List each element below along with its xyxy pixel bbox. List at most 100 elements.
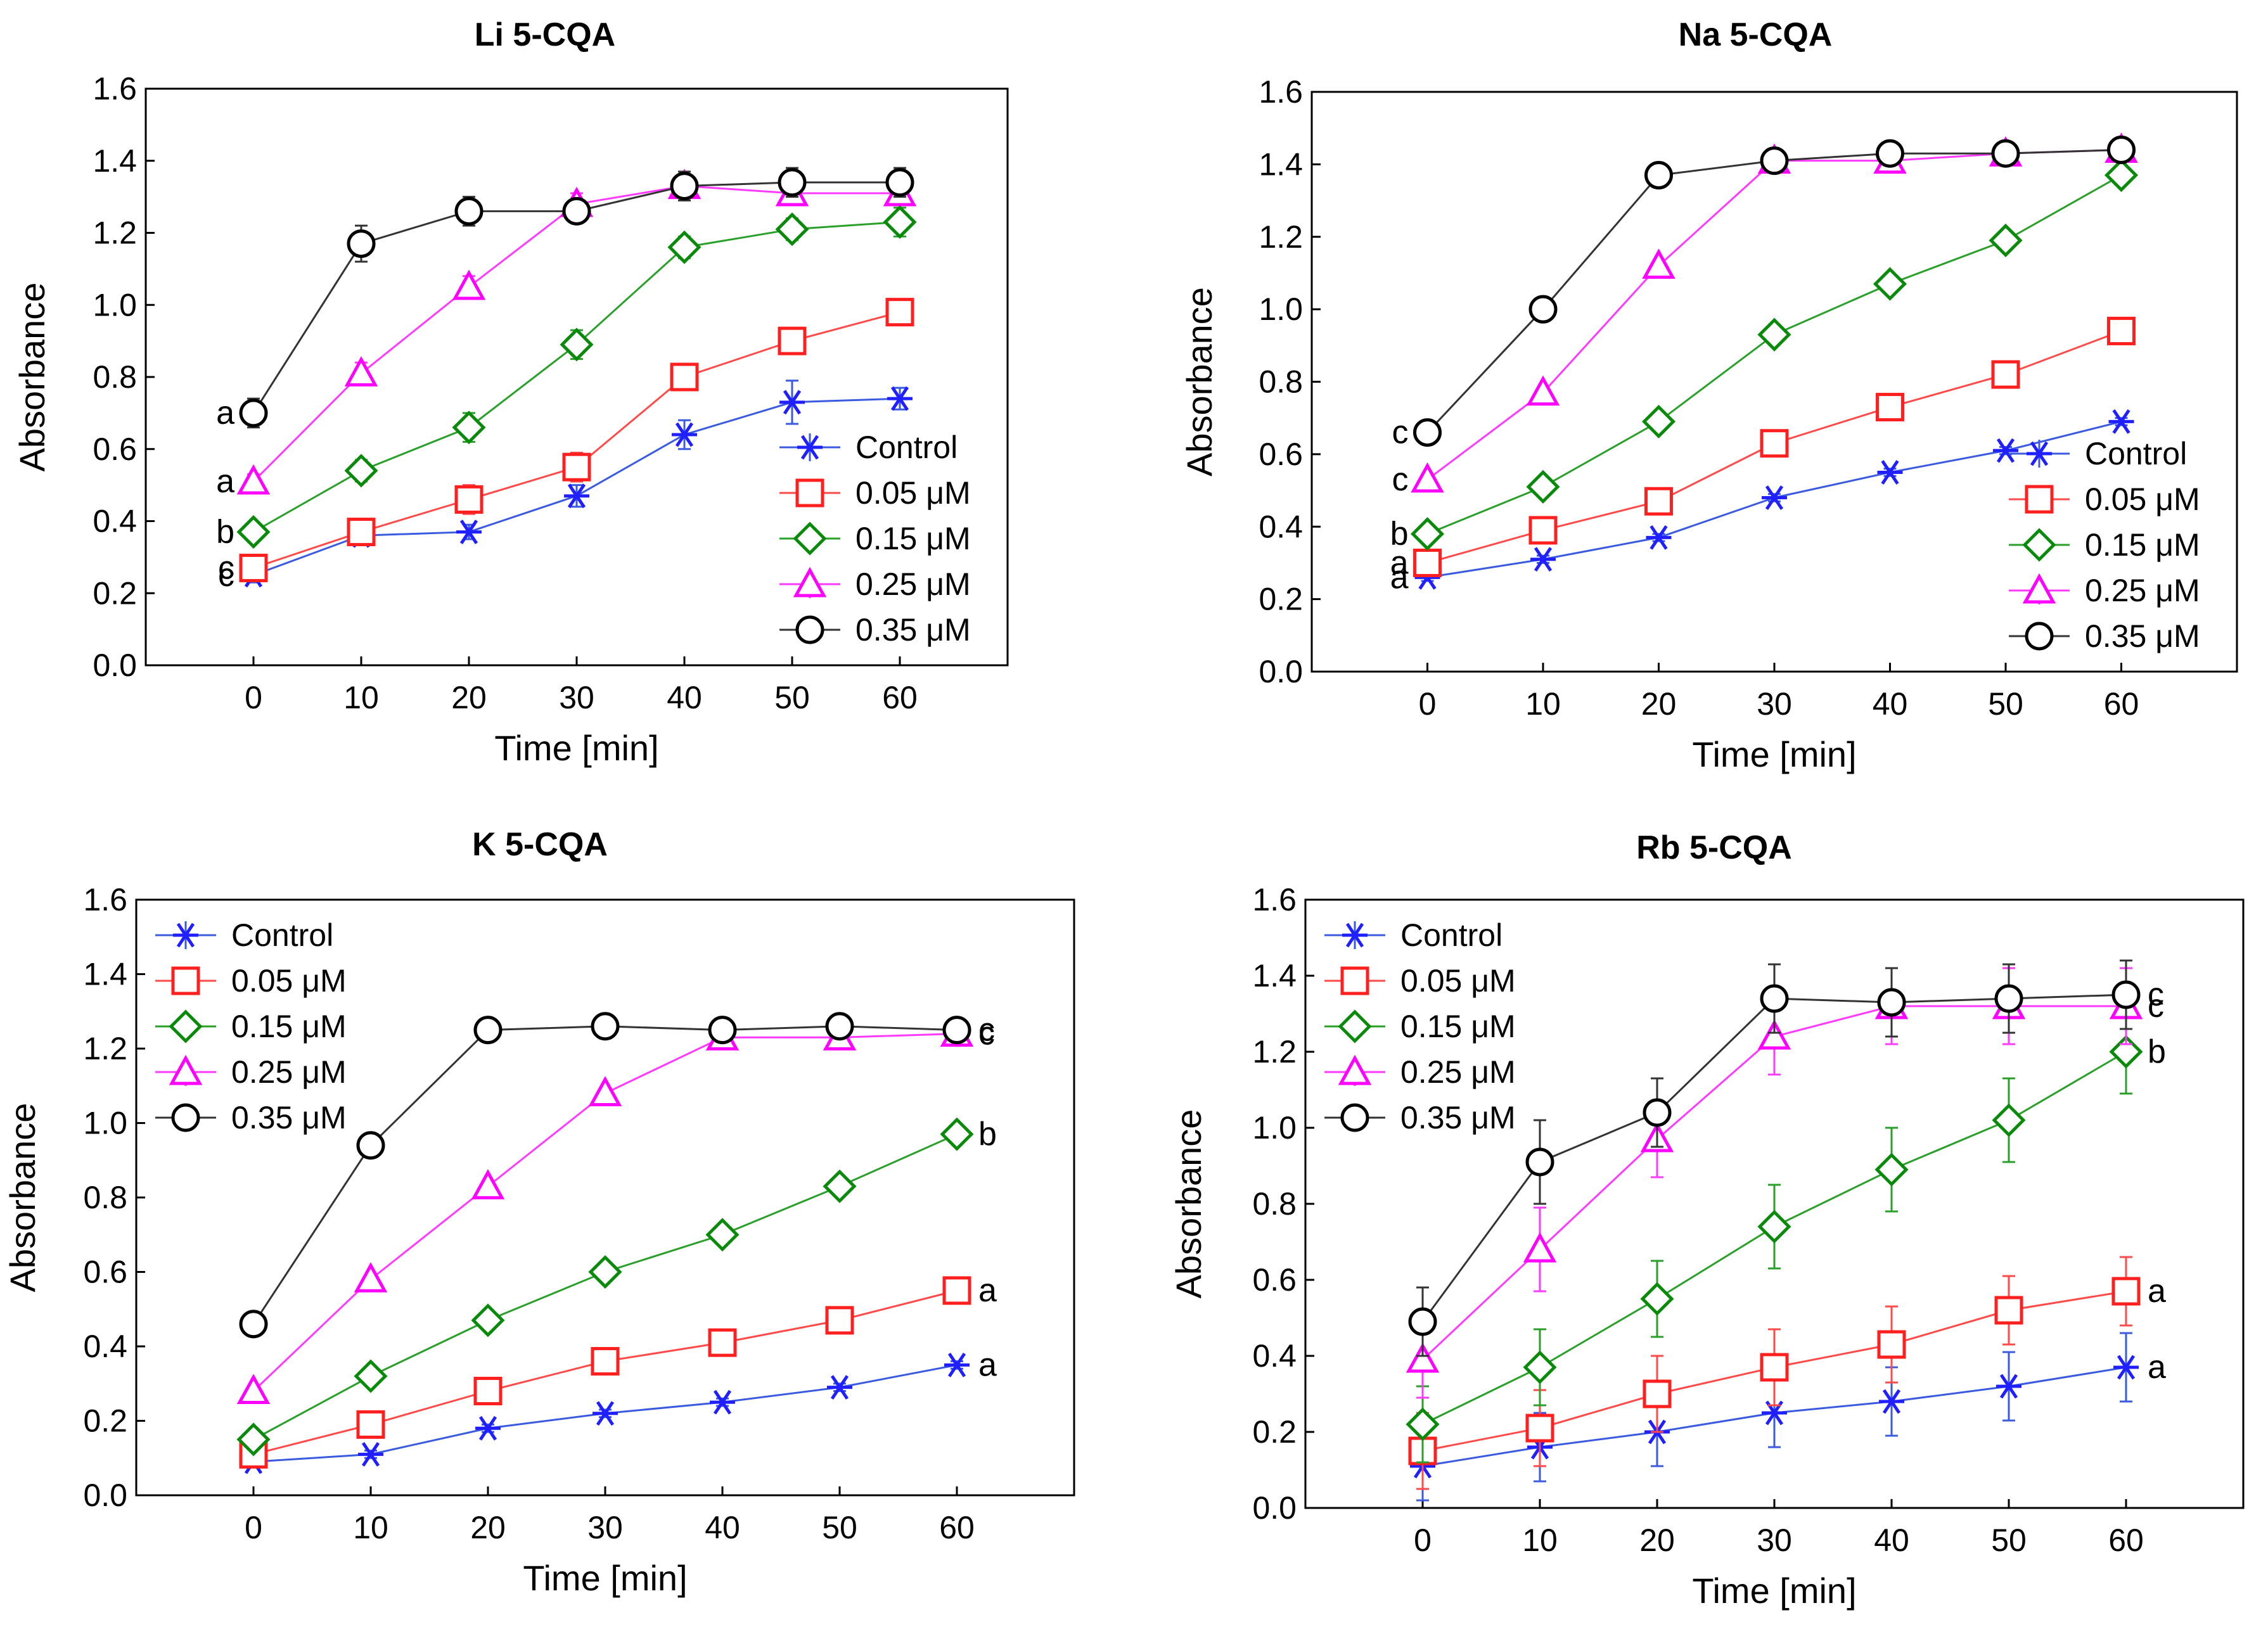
data-point	[1530, 547, 1556, 572]
legend-marker	[2025, 622, 2054, 651]
y-tick-label: 0.4	[93, 504, 137, 539]
data-point	[1411, 462, 1444, 493]
data-point	[356, 1410, 385, 1439]
data-point	[1876, 393, 1904, 422]
legend: Control 0.05 μM 0.15 μM 0.25 μM 0.35 μM	[1324, 917, 1516, 1135]
y-tick-label: 0.8	[93, 359, 137, 395]
significance-letter: b	[978, 1116, 997, 1153]
series-0-35-M	[1408, 959, 2141, 1357]
x-tick-label: 50	[1991, 1523, 2027, 1558]
x-tick-label: 10	[1522, 1523, 1558, 1558]
legend-label: 0.05 μM	[231, 963, 347, 999]
data-point	[354, 1262, 388, 1293]
data-point	[1991, 360, 2020, 389]
legend-marker	[1340, 1103, 1369, 1132]
data-point	[344, 356, 378, 386]
significance-letter: b	[2148, 1033, 2166, 1070]
data-point	[2111, 980, 2141, 1009]
data-point	[825, 1012, 854, 1041]
data-point	[885, 168, 914, 197]
data-point	[1526, 375, 1560, 406]
series-Control	[1414, 409, 2134, 590]
data-point	[942, 1016, 971, 1045]
series-0-15-M	[236, 1117, 974, 1457]
y-tick-label: 1.0	[1252, 1110, 1297, 1146]
significance-letter: a	[978, 1272, 997, 1309]
y-tick-label: 0.2	[93, 575, 137, 611]
data-point	[1642, 248, 1675, 279]
data-point	[1994, 1296, 2023, 1325]
y-axis-label: Absorbance	[1179, 287, 1219, 476]
y-tick-label: 0.8	[1252, 1186, 1297, 1222]
y-tick-label: 0.4	[83, 1329, 127, 1364]
data-point	[560, 328, 594, 362]
data-point	[1523, 1350, 1557, 1384]
y-tick-label: 0.8	[83, 1180, 127, 1215]
legend-label: Control	[1400, 917, 1502, 953]
legend-marker	[2027, 441, 2052, 466]
chart-title: Li 5-CQA	[475, 16, 615, 53]
y-tick-label: 0.6	[83, 1255, 127, 1290]
data-point	[827, 1375, 852, 1400]
data-point	[2113, 1355, 2139, 1380]
data-point	[944, 1352, 970, 1377]
data-point	[1760, 429, 1789, 458]
data-point	[1877, 988, 1906, 1017]
x-tick-label: 20	[1641, 686, 1677, 722]
data-point	[1525, 1414, 1554, 1443]
series-0-15-M	[236, 205, 917, 549]
y-tick-label: 1.4	[83, 957, 127, 992]
y-tick-label: 1.0	[83, 1106, 127, 1141]
x-tick-label: 50	[822, 1510, 857, 1545]
data-point	[775, 212, 809, 246]
x-tick-label: 20	[451, 680, 487, 715]
legend-marker	[2022, 573, 2056, 604]
data-point	[1991, 139, 2020, 168]
series-0-35-M	[239, 167, 914, 429]
data-point	[710, 1389, 735, 1415]
legend-marker	[171, 1103, 200, 1132]
data-point	[562, 452, 591, 482]
data-point	[236, 515, 271, 549]
x-tick-label: 0	[245, 1510, 262, 1545]
legend-label: 0.15 μM	[2085, 527, 2200, 563]
x-tick-label: 10	[343, 680, 379, 715]
legend: Control 0.05 μM 0.15 μM 0.25 μM 0.35 μM	[2009, 436, 2200, 654]
data-point	[1528, 295, 1558, 324]
legend-label: Control	[855, 430, 958, 465]
significance-letter: a	[1390, 544, 1409, 581]
data-point	[1994, 984, 2023, 1013]
y-tick-label: 1.6	[83, 882, 127, 917]
series-0-15-M	[1406, 1009, 2143, 1464]
data-point	[588, 1076, 622, 1106]
significance-letter: c	[1392, 461, 1409, 498]
data-point	[236, 1374, 271, 1404]
data-point	[2107, 136, 2136, 164]
x-tick-label: 40	[705, 1510, 740, 1545]
y-tick-label: 0.0	[83, 1478, 127, 1513]
x-tick-label: 0	[1414, 1523, 1432, 1558]
data-point	[1646, 525, 1672, 550]
data-point	[1523, 1232, 1557, 1263]
data-point	[887, 386, 913, 411]
data-point	[1760, 984, 1789, 1013]
chart-title: Na 5-CQA	[1679, 16, 1833, 53]
y-tick-label: 0.2	[83, 1403, 127, 1439]
y-tick-label: 0.0	[1259, 654, 1303, 689]
legend-label: 0.15 μM	[231, 1009, 347, 1044]
x-tick-label: 20	[1639, 1523, 1675, 1558]
legend-label: 0.15 μM	[855, 521, 971, 556]
y-tick-label: 1.0	[93, 287, 137, 322]
data-point	[588, 1255, 622, 1289]
data-point	[454, 485, 484, 514]
data-point	[1762, 485, 1787, 510]
legend-label: 0.25 μM	[231, 1054, 347, 1090]
data-point	[1526, 469, 1560, 504]
data-point	[1873, 267, 1907, 301]
x-tick-label: 60	[882, 680, 918, 715]
x-tick-label: 30	[559, 680, 594, 715]
y-tick-label: 1.2	[83, 1031, 127, 1066]
data-point	[564, 483, 589, 509]
